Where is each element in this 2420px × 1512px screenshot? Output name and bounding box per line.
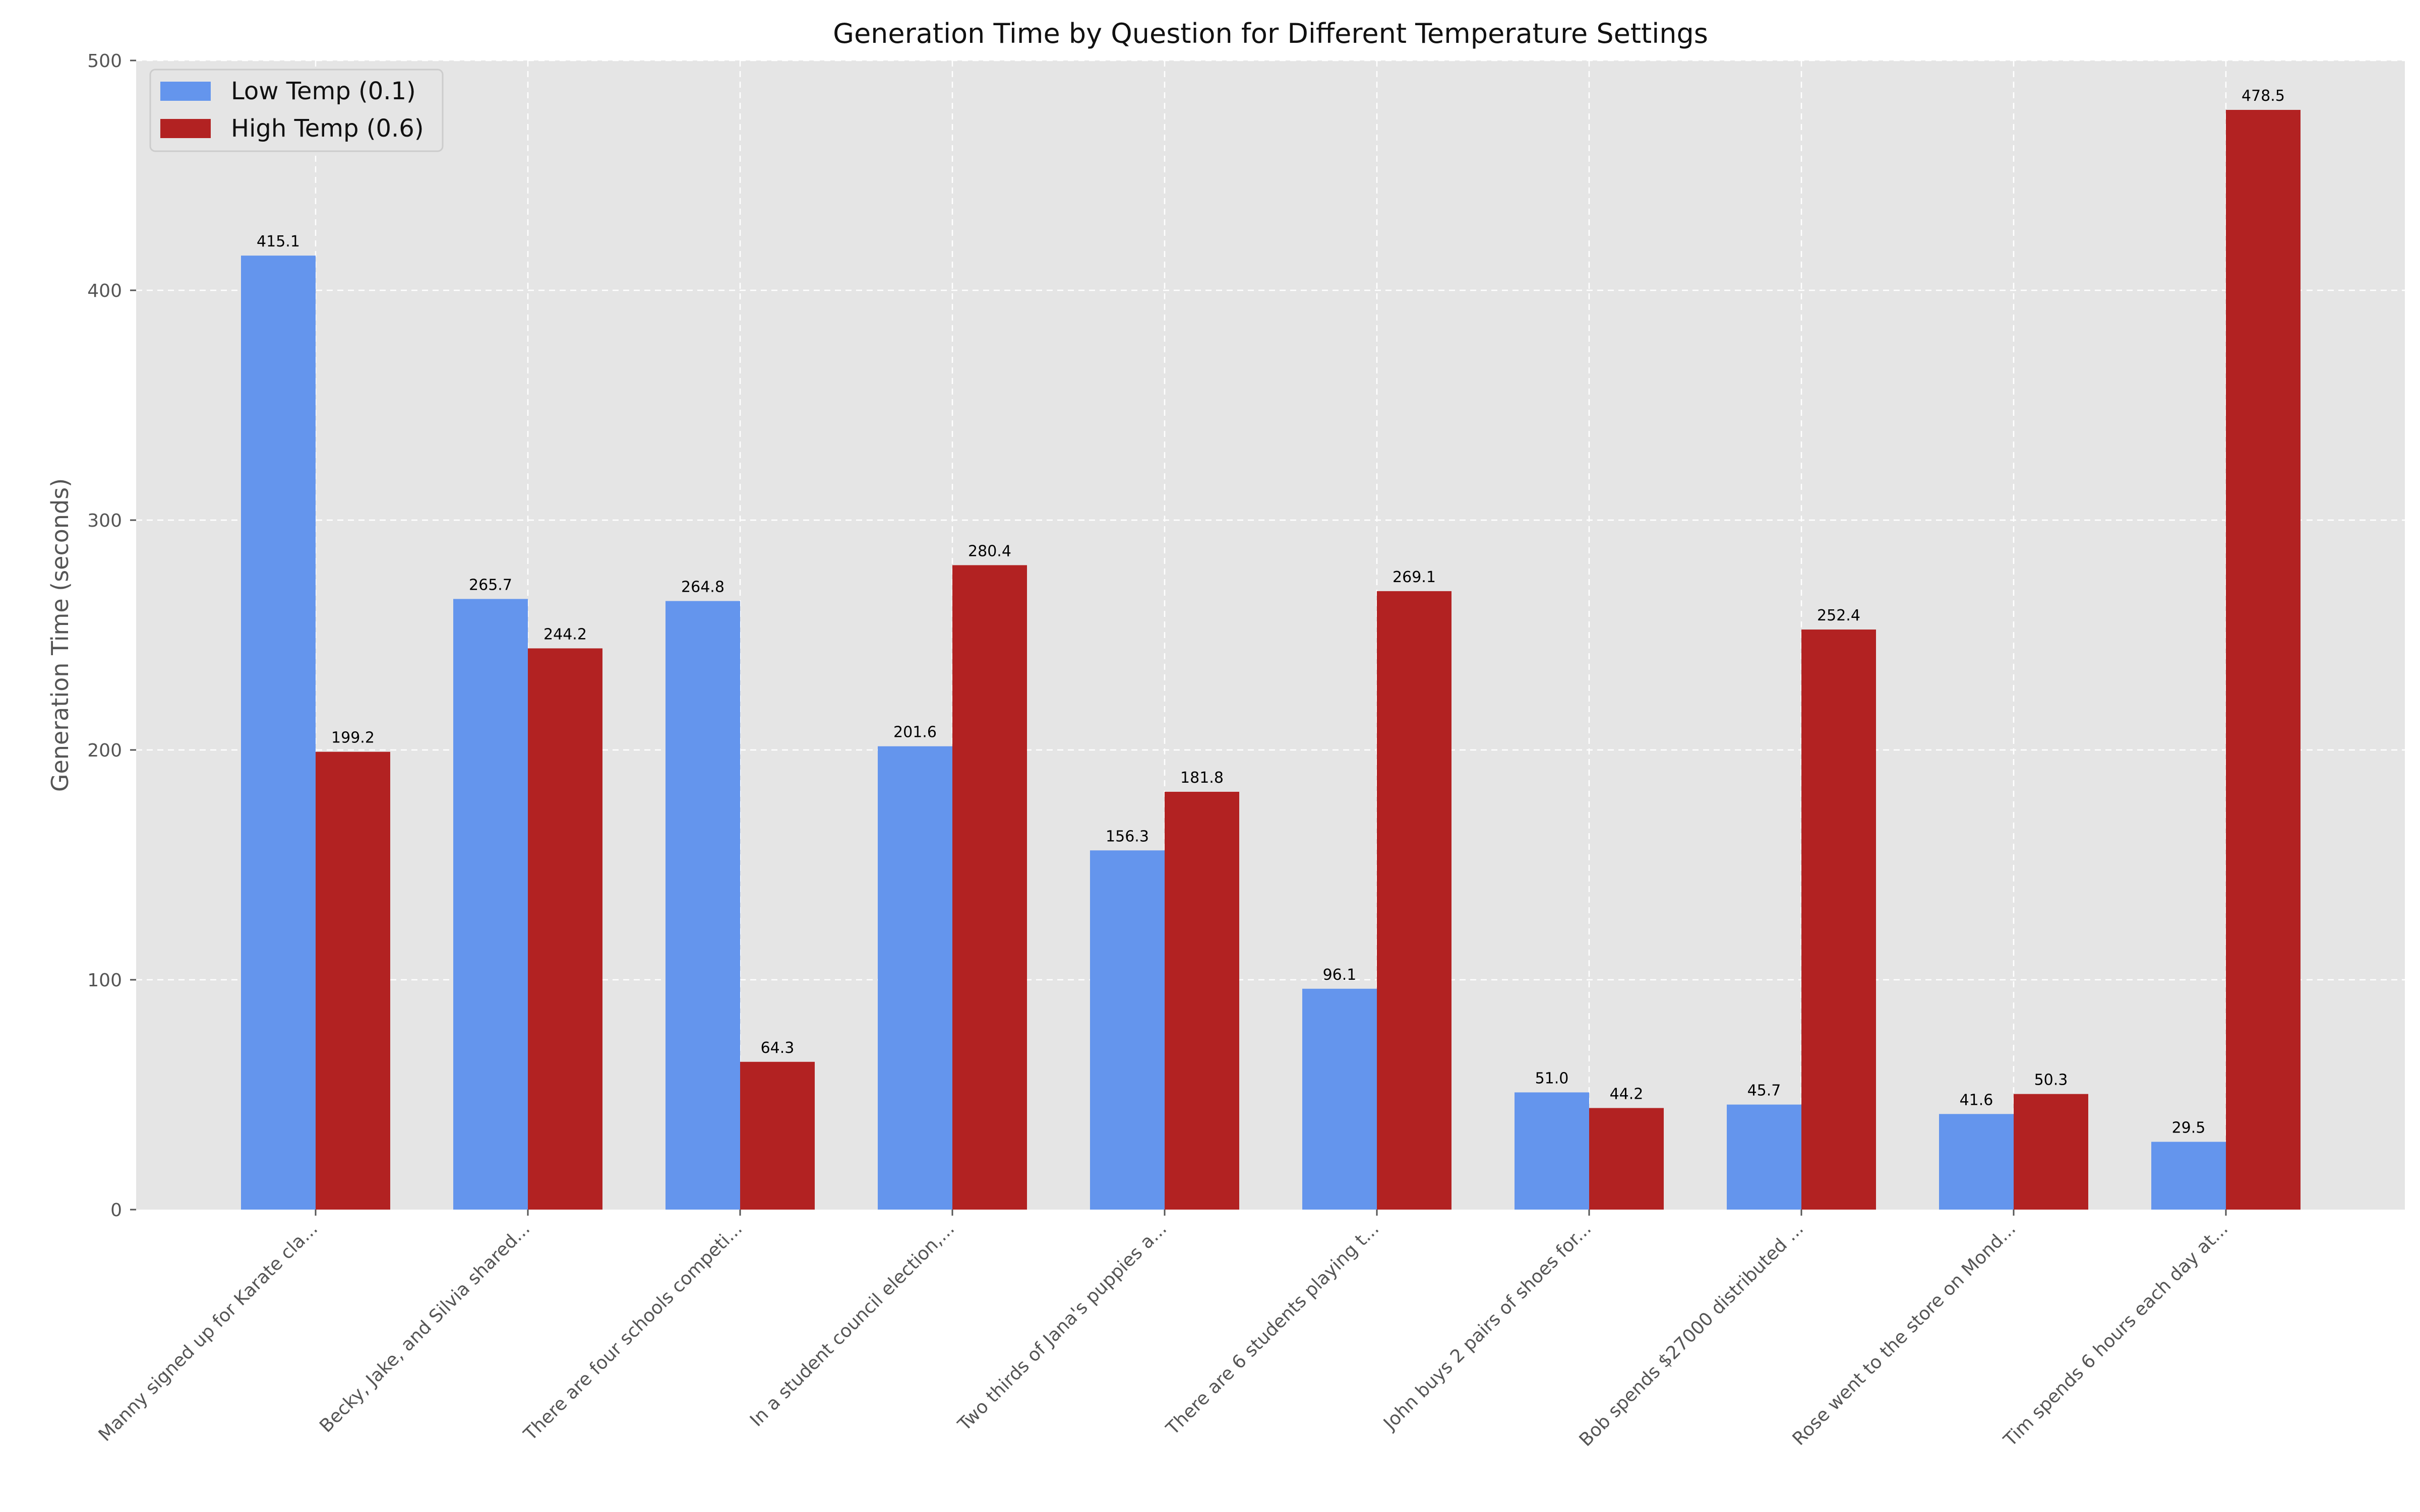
legend-box	[149, 69, 444, 152]
x-tick-label: John buys 2 pairs of shoes for...	[1379, 1218, 1595, 1434]
x-tick-label: Manny signed up for Karate cla...	[95, 1218, 322, 1445]
legend: Low Temp (0.1) High Temp (0.6)	[149, 69, 444, 152]
y-tick-label: 400	[87, 281, 122, 301]
bar-value-label: 45.7	[1747, 1082, 1781, 1100]
bar-value-label: 96.1	[1323, 966, 1357, 984]
y-tick-label: 500	[87, 51, 122, 72]
y-tick-label: 300	[87, 511, 122, 531]
bar	[2151, 1142, 2226, 1210]
bar	[1302, 988, 1377, 1210]
bar	[1589, 1108, 1664, 1210]
bar	[2226, 110, 2301, 1210]
x-tick-label: Becky, Jake, and Silvia shared...	[316, 1218, 534, 1436]
bar	[1801, 629, 1876, 1210]
y-axis-ticks: 0 100 200 300 400 500	[87, 51, 136, 1221]
bars	[241, 110, 2301, 1210]
bar	[453, 599, 528, 1210]
x-tick-label: Bob spends $27000 distributed ...	[1576, 1218, 1808, 1451]
y-axis-label: Generation Time (seconds)	[46, 478, 74, 792]
bar	[740, 1061, 815, 1210]
bar-value-label: 244.2	[543, 625, 587, 643]
bar-value-label: 64.3	[761, 1039, 795, 1057]
bar	[878, 746, 952, 1210]
bar-value-label: 478.5	[2242, 87, 2285, 105]
bar	[2014, 1094, 2088, 1210]
bar	[241, 256, 316, 1210]
legend-label-high-temp: High Temp (0.6)	[231, 114, 424, 143]
bar	[1939, 1114, 2014, 1210]
x-tick-label: Two thirds of Jana's puppies a...	[954, 1218, 1171, 1435]
legend-swatch-low-temp	[160, 82, 211, 101]
y-tick-label: 100	[87, 970, 122, 991]
x-tick-label: Tim spends 6 hours each day at...	[2000, 1218, 2232, 1451]
bar-value-label: 44.2	[1610, 1085, 1644, 1103]
x-axis-ticks: Manny signed up for Karate cla...Becky, …	[95, 1210, 2232, 1451]
x-tick-label: In a student council election,...	[746, 1218, 958, 1430]
bar-value-label: 41.6	[1960, 1091, 1993, 1109]
bar-value-label: 280.4	[968, 542, 1011, 560]
bar-value-label: 29.5	[2172, 1119, 2206, 1137]
bar	[1727, 1104, 1801, 1210]
y-tick-label: 200	[87, 740, 122, 761]
bar	[1515, 1092, 1589, 1210]
value-labels: 415.1 265.7 264.8 201.6 156.3 96.1 51.0 45.7 41.…	[257, 87, 2285, 1137]
bar	[952, 565, 1027, 1210]
legend-swatch-high-temp	[160, 119, 211, 138]
x-tick-label: There are four schools competi...	[520, 1218, 747, 1445]
chart-title: Generation Time by Question for Differen…	[833, 18, 1708, 49]
bar	[316, 751, 390, 1210]
bar-value-label: 265.7	[469, 576, 512, 594]
bar-value-label: 51.0	[1535, 1069, 1569, 1087]
bar	[528, 648, 602, 1210]
bar-value-label: 199.2	[331, 729, 375, 747]
bar-value-label: 269.1	[1393, 569, 1436, 586]
bar	[1377, 591, 1451, 1210]
bar-value-label: 156.3	[1106, 828, 1149, 845]
bar-value-label: 415.1	[257, 233, 300, 250]
bar	[1165, 791, 1239, 1210]
bar	[666, 601, 740, 1210]
bar-value-label: 50.3	[2034, 1072, 2068, 1089]
bar-value-label: 264.8	[681, 579, 724, 596]
bar-value-label: 181.8	[1180, 769, 1224, 787]
bar	[1090, 850, 1165, 1210]
bar-value-label: 201.6	[893, 724, 937, 741]
bar-value-label: 252.4	[1817, 607, 1860, 624]
legend-label-low-temp: Low Temp (0.1)	[231, 77, 416, 105]
x-tick-label: Rose went to the store on Mond...	[1789, 1218, 2020, 1450]
x-tick-label: There are 6 students playing t...	[1162, 1218, 1383, 1439]
y-tick-label: 0	[110, 1200, 122, 1221]
